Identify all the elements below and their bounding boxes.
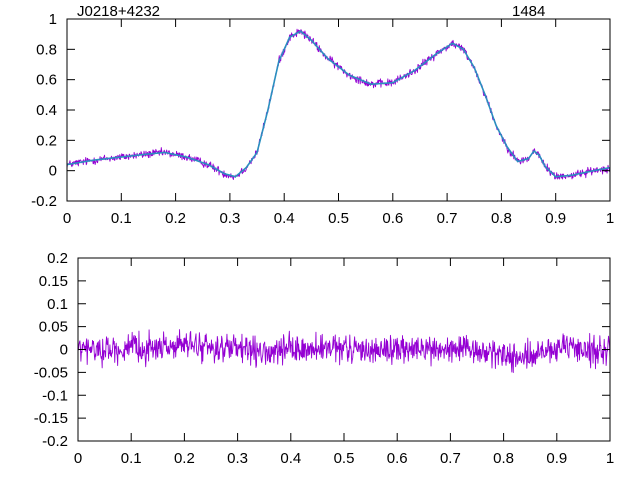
x-tick-label: 0	[74, 450, 82, 467]
x-tick-label: 0.3	[227, 450, 248, 467]
y-tick-label: 0.8	[36, 41, 57, 58]
y-tick-label: 0	[49, 163, 57, 180]
residuals-panel: 0 0.1 0.2 0.3 0.4 0.5 0.6 0.7 0.8 0.9 1 -0.2 -0.15 -0…	[34, 250, 614, 467]
y-tick-label: -0.15	[34, 410, 68, 427]
x-tick-label: 1	[606, 210, 614, 227]
y-tick-label: 0.2	[36, 132, 57, 149]
x-tick-label: 0.3	[219, 210, 240, 227]
x-tick-label: 0.1	[121, 450, 142, 467]
x-tick-label: 1	[606, 450, 614, 467]
y-tick-label: -0.1	[42, 387, 68, 404]
x-tick-label: 0	[63, 210, 71, 227]
y-tick-label: -0.05	[34, 364, 68, 381]
x-tick-label: 0.6	[387, 450, 408, 467]
y-tick-label: 1	[49, 11, 57, 28]
y-tick-label: 0.15	[39, 273, 68, 290]
y-tick-label: 0.1	[47, 296, 68, 313]
plot-frame	[66, 18, 611, 202]
y-tick-label: 0.4	[36, 102, 57, 119]
x-tick-label: 0.6	[382, 210, 403, 227]
x-tick-label: 0.9	[545, 210, 566, 227]
x-tick-label: 0.5	[328, 210, 349, 227]
y-tick-label: 0	[60, 342, 68, 359]
pulsar-name-label: J0218+4232	[77, 3, 160, 20]
x-tick-label: 0.7	[437, 210, 458, 227]
series-residual-line	[78, 329, 610, 373]
x-tick-label: 0.8	[491, 210, 512, 227]
x-tick-label: 0.2	[174, 450, 195, 467]
y-tick-label: 0.05	[39, 319, 68, 336]
x-tick-label: 0.8	[493, 450, 514, 467]
x-tick-label: 0.1	[111, 210, 132, 227]
y-tick-label: -0.2	[42, 433, 68, 450]
x-tick-label: 0.4	[280, 450, 301, 467]
series-model-line	[67, 30, 610, 178]
x-tick-label: 0.4	[274, 210, 295, 227]
count-label: 1484	[512, 3, 545, 20]
y-tick-label: -0.2	[31, 193, 57, 210]
x-tick-label: 0.9	[546, 450, 567, 467]
x-tick-label: 0.5	[334, 450, 355, 467]
x-tick-label: 0.7	[440, 450, 461, 467]
series-data-line	[67, 28, 610, 180]
x-tick-label: 0.2	[165, 210, 186, 227]
y-tick-label: 0.2	[47, 250, 68, 267]
profile-panel: 0 0.1 0.2 0.3 0.4 0.5 0.6 0.7 0.8 0.9 1 -0.2 0 0.2 0.4…	[31, 11, 614, 227]
y-tick-label: 0.6	[36, 72, 57, 89]
